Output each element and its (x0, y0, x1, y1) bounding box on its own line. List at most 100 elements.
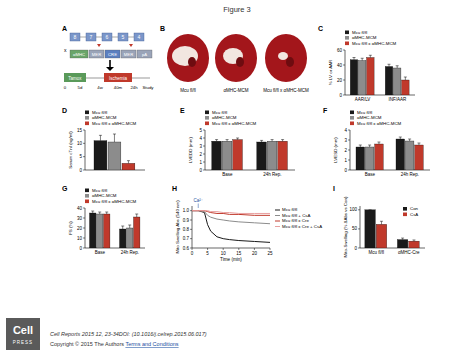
error-bar (135, 214, 138, 217)
y-tick-label: 2 (344, 148, 347, 153)
y-tick-label: 0 (199, 168, 202, 173)
panel-label: D (62, 107, 67, 114)
timeline-box-label: Ischemia (109, 76, 128, 81)
error-line (136, 214, 137, 217)
error-bar (401, 238, 404, 240)
exon-label: 6 (106, 34, 109, 40)
y-tick-label: 5 (79, 154, 82, 159)
bar (402, 80, 410, 95)
error-cap (369, 55, 372, 56)
bar (267, 141, 277, 170)
bar (97, 214, 103, 248)
error-bar (369, 55, 372, 57)
y-tick-label: 1 (199, 160, 202, 165)
y-tick (203, 154, 205, 155)
y-tick-label: 40 (337, 63, 343, 68)
error-line (370, 55, 371, 57)
bar (122, 163, 135, 170)
error-line (381, 221, 382, 224)
terms-link[interactable]: Terms and Conditions (125, 341, 178, 347)
y-tick (83, 248, 85, 249)
construct-box (105, 50, 120, 58)
error-bar (417, 143, 420, 145)
bar (127, 228, 133, 248)
y-tick-label: 10 (77, 141, 83, 146)
legend-label: Mcu fl/fl x αMHC-MCM (212, 121, 257, 126)
y-tick-label: 50 (352, 226, 358, 231)
y-tick (343, 95, 345, 96)
infarct-area (172, 46, 198, 66)
error-cap (113, 134, 116, 135)
x-tick-label: 10 (221, 251, 227, 256)
construct-label: αMHC (73, 52, 85, 57)
y-tick (203, 138, 205, 139)
bar (367, 58, 375, 96)
y-tick (83, 170, 85, 171)
y-axis (192, 206, 193, 248)
error-cap (412, 239, 415, 240)
x-tick-label: 0 (191, 251, 194, 256)
error-line (409, 139, 410, 141)
lumen (286, 57, 294, 67)
diagram-a: 87654xαMHCMERCREMERpATamoxIschemia05d4w4… (64, 33, 155, 90)
error-line (216, 140, 217, 142)
heart-section (215, 34, 257, 82)
legend-label: Mcu fl/fl x αMHC-MCM (92, 121, 137, 126)
image-label: Mcu fl/fl (180, 88, 196, 93)
panel-label: H (172, 185, 177, 192)
error-line (360, 145, 361, 147)
error-cap (121, 226, 124, 227)
y-tick (348, 170, 350, 171)
legend-swatch (85, 116, 89, 120)
copyright-line: Copyright © 2015 The Authors Terms and C… (50, 341, 179, 347)
error-cap (105, 212, 108, 213)
series-line (192, 211, 270, 216)
x-tick-label: Mcu fl/fl (368, 250, 384, 255)
x-tick-label: Base (365, 172, 376, 177)
y-tick-label: 100 (349, 207, 357, 212)
timeline-label: 4w (97, 85, 103, 90)
panel-label: B (160, 25, 165, 32)
x-tick-label: 5 (206, 251, 209, 256)
y-tick-label: 40 (77, 206, 83, 211)
legend-swatch (350, 122, 354, 126)
bar (385, 67, 393, 96)
error-bar (399, 137, 402, 139)
construct-box (121, 50, 136, 58)
y-axis (85, 130, 86, 170)
error-line (400, 137, 401, 139)
error-cap (127, 160, 130, 161)
arrow-head (106, 67, 114, 71)
y-tick (348, 160, 350, 161)
error-line (354, 58, 355, 60)
error-cap (388, 64, 391, 65)
loxp (129, 44, 133, 47)
y-tick (190, 229, 192, 230)
bar-chart: 051015Serum cTnI (ng/ml)Mcu fl/flαMHC-MC… (68, 110, 145, 173)
x-tick-label: αMHC-Cre (398, 250, 420, 255)
x-tick-label: AAR/LV (355, 97, 371, 102)
y-axis (360, 206, 361, 248)
bar-chart: 012345LVEDD (mm)Base24h Rep.Mcu fl/flαMH… (188, 110, 295, 177)
y-tick (83, 130, 85, 131)
lumen (188, 57, 196, 67)
error-cap (99, 135, 102, 136)
panel-label: A (62, 25, 67, 32)
construct-box (70, 50, 88, 58)
bar (134, 217, 140, 248)
exon-box (102, 33, 112, 41)
x-tick-label: 24h Rep. (121, 250, 139, 255)
y-axis-label: % LV or AAR (328, 60, 333, 85)
y-axis (205, 130, 206, 170)
exon-box (118, 33, 128, 41)
error-bar (404, 77, 407, 80)
y-tick-label: 2 (199, 152, 202, 157)
error-line (92, 211, 93, 213)
footer: CellPRESSCell Reports 2015 12, 23-34DOI:… (6, 318, 207, 350)
y-axis-label: Mito Swelling Abs (540 nm) (175, 200, 180, 254)
error-cap (271, 139, 274, 140)
error-line (272, 140, 273, 142)
legend-swatch (205, 111, 209, 115)
logo-word: Cell (13, 324, 33, 336)
y-tick (203, 162, 205, 163)
